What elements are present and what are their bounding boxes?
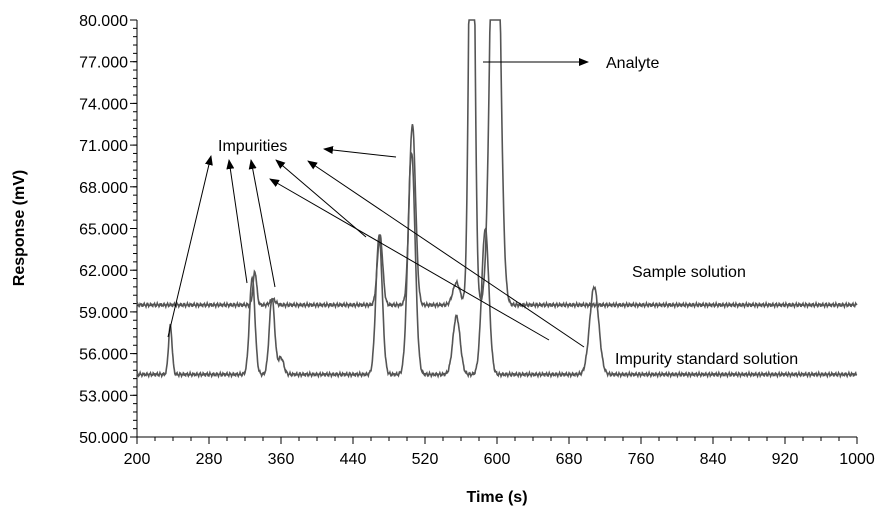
annotation-impurities: Impurities [218,138,287,155]
arrow-impurity-3 [248,159,276,288]
annotation-arrows [167,58,589,348]
y-tick-label-8: 74.000 [79,96,128,113]
x-tick-label-9: 920 [772,451,799,468]
arrow-impurity-7 [269,178,550,341]
y-tick-label-7: 71.000 [79,138,128,155]
series-line-0 [136,19,858,310]
series-group [136,19,858,379]
arrow-impurity-2 [226,159,248,284]
x-tick-label-10: 1000 [839,451,875,468]
x-tick-label-2: 360 [268,451,295,468]
y-axis-ticks: 50.000 53.000 56.000 59.000 62.000 65.000 68.0… [79,13,137,447]
y-tick-label-10: 80.000 [79,13,128,30]
annotation-sample-solution: Sample solution [632,264,746,281]
x-tick-label-0: 200 [124,451,151,468]
y-tick-label-0: 50.000 [79,430,128,447]
arrow-impurity-1 [167,155,213,338]
x-tick-label-4: 520 [412,451,439,468]
x-tick-label-6: 680 [556,451,583,468]
y-tick-label-4: 62.000 [79,263,128,280]
arrow-impurity-4 [275,159,367,238]
x-axis-title: Time (s) [466,489,527,506]
x-axis-ticks: 200 280 360 440 520 600 680 760 840 920 1000 [124,437,875,468]
arrow-impurity-6 [307,160,585,348]
y-tick-label-1: 53.000 [79,388,128,405]
y-tick-label-6: 68.000 [79,180,128,197]
x-tick-label-5: 600 [484,451,511,468]
series-line-1 [136,152,858,379]
y-axis-title: Response (mV) [11,170,28,286]
annotation-analyte: Analyte [606,55,659,72]
y-tick-label-2: 56.000 [79,347,128,364]
y-tick-label-9: 77.000 [79,55,128,72]
y-tick-label-5: 65.000 [79,222,128,239]
arrow-impurity-5 [323,146,397,158]
y-tick-label-3: 59.000 [79,305,128,322]
x-tick-label-7: 760 [628,451,655,468]
x-tick-label-1: 280 [196,451,223,468]
x-tick-label-8: 840 [700,451,727,468]
x-tick-label-3: 440 [340,451,367,468]
annotation-impurity-standard: Impurity standard solution [615,351,798,368]
